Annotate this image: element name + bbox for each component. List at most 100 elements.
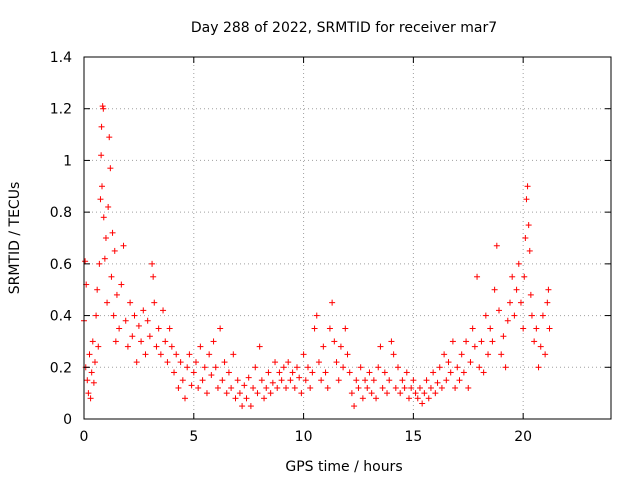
data-point (414, 395, 421, 402)
data-point (441, 351, 448, 358)
data-point (430, 369, 437, 376)
data-point (533, 325, 540, 332)
data-point (122, 317, 129, 324)
data-point (375, 364, 382, 371)
data-point (397, 390, 404, 397)
data-point (261, 395, 268, 402)
x-tick-label: 0 (80, 429, 89, 445)
data-point (116, 325, 123, 332)
x-tick-label: 10 (295, 429, 313, 445)
data-point (333, 359, 340, 366)
data-point (399, 377, 406, 384)
data-point (272, 359, 279, 366)
data-point (133, 359, 140, 366)
data-point (496, 307, 503, 314)
data-point (118, 281, 125, 288)
data-point (471, 343, 478, 350)
data-point (232, 395, 239, 402)
y-tick-label: 0.2 (50, 360, 72, 376)
data-point (423, 377, 430, 384)
data-point (469, 325, 476, 332)
data-point (500, 333, 507, 340)
data-point (340, 364, 347, 371)
data-point (250, 384, 257, 391)
x-axis-title: GPS time / hours (285, 459, 402, 475)
data-point (140, 307, 147, 314)
data-point (542, 351, 549, 358)
data-point (239, 403, 246, 410)
data-point (531, 338, 538, 345)
data-point (192, 359, 199, 366)
data-point (280, 364, 287, 371)
data-point (304, 364, 311, 371)
data-point (171, 369, 178, 376)
data-point (203, 390, 210, 397)
data-point (111, 247, 118, 254)
data-point (105, 203, 112, 210)
data-point (98, 152, 105, 159)
data-point (87, 395, 94, 402)
data-point (405, 395, 412, 402)
data-point (155, 325, 162, 332)
data-point (421, 390, 428, 397)
data-point (513, 286, 520, 293)
data-point (379, 384, 386, 391)
data-point (359, 395, 366, 402)
data-points (81, 103, 553, 410)
data-point (142, 351, 149, 358)
data-point (256, 343, 263, 350)
data-point (300, 351, 307, 358)
data-point (99, 183, 106, 190)
data-point (94, 286, 101, 293)
data-point (373, 395, 380, 402)
data-point (465, 384, 472, 391)
data-point (98, 123, 105, 130)
data-point (160, 307, 167, 314)
data-point (502, 364, 509, 371)
data-point (498, 351, 505, 358)
data-point (438, 384, 445, 391)
data-point (322, 369, 329, 376)
x-tick-label: 5 (189, 429, 198, 445)
data-point (326, 325, 333, 332)
data-point (454, 364, 461, 371)
data-point (474, 273, 481, 280)
data-point (287, 377, 294, 384)
data-point (545, 286, 552, 293)
data-point (318, 377, 325, 384)
data-point (214, 384, 221, 391)
data-point (177, 359, 184, 366)
data-point (164, 359, 171, 366)
data-point (289, 369, 296, 376)
data-point (482, 312, 489, 319)
y-tick-label: 1.2 (50, 102, 72, 118)
data-point (449, 338, 456, 345)
data-point (296, 374, 303, 381)
data-point (278, 377, 285, 384)
data-point (184, 364, 191, 371)
data-point (225, 369, 232, 376)
data-point (258, 377, 265, 384)
data-point (274, 384, 281, 391)
plot-frame (83, 56, 612, 420)
data-point (265, 369, 272, 376)
data-point (241, 382, 248, 389)
data-point (511, 312, 518, 319)
data-point (544, 299, 551, 306)
y-tick-label: 0 (63, 412, 72, 428)
axis-ticks: 0 5 10 15 20 0 0.2 0.4 0.6 0.8 1 1.2 1.4 (50, 50, 611, 445)
data-point (504, 317, 511, 324)
data-point (539, 312, 546, 319)
data-point (434, 379, 441, 386)
data-point (104, 299, 111, 306)
data-point (138, 338, 145, 345)
data-point (206, 351, 213, 358)
x-tick-label: 15 (404, 429, 422, 445)
data-point (230, 351, 237, 358)
data-point (546, 325, 553, 332)
data-point (91, 359, 98, 366)
data-point (179, 377, 186, 384)
data-point (489, 338, 496, 345)
data-point (357, 364, 364, 371)
data-point (120, 242, 127, 249)
